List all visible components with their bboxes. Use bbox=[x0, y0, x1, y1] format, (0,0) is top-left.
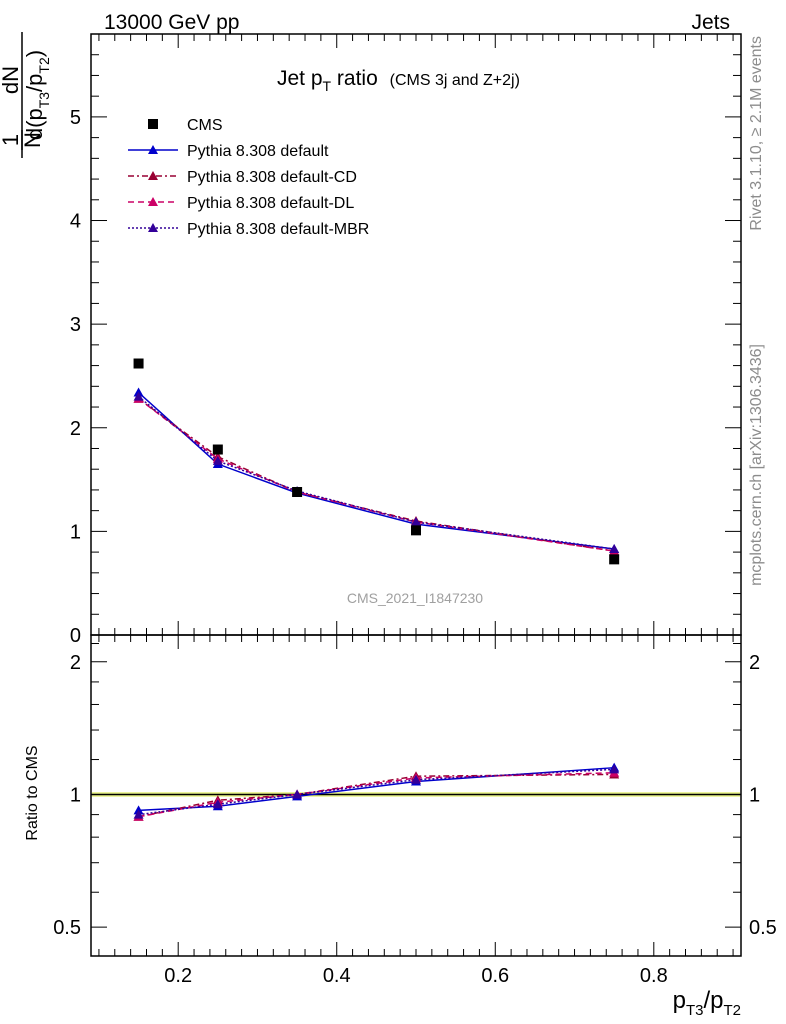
analysis-watermark: CMS_2021_I1847230 bbox=[347, 590, 483, 606]
x-tick-label: 0.2 bbox=[164, 965, 192, 987]
ratio-series-point bbox=[133, 809, 144, 819]
data-point bbox=[292, 487, 303, 498]
y-tick-label: 2 bbox=[70, 418, 81, 440]
ratio-tick-label: 0.5 bbox=[53, 917, 81, 939]
ratio-series-point bbox=[212, 799, 223, 809]
ratio-plot: 0.2 0.4 0.6 0.8 0.5 0.5 1 1 2 2 bbox=[53, 634, 777, 987]
y-axis-label-den-expr: d(pT3/pT2) bbox=[22, 50, 52, 140]
y-axis-label-sub1: T3 bbox=[36, 92, 52, 109]
header-left: 13000 GeV pp bbox=[104, 11, 239, 34]
ratio-tick-label-right: 0.5 bbox=[749, 917, 777, 939]
x-axis-label-sub1: T3 bbox=[686, 1002, 704, 1019]
legend-marker bbox=[148, 223, 158, 232]
y-tick-label: 5 bbox=[70, 107, 81, 129]
ratio-tick-label: 2 bbox=[70, 652, 81, 674]
series-point bbox=[212, 455, 223, 465]
series-point bbox=[133, 391, 144, 401]
y-tick-label: 0 bbox=[70, 625, 81, 647]
ratio-tick-label: 1 bbox=[70, 784, 81, 806]
chart-title-note: (CMS 3j and Z+2j) bbox=[390, 72, 520, 89]
series-line bbox=[138, 391, 615, 550]
y-axis-label-close: ) bbox=[22, 50, 47, 57]
legend-label: Pythia 8.308 default-DL bbox=[187, 195, 354, 212]
legend-marker bbox=[148, 171, 158, 180]
series-line bbox=[138, 398, 615, 552]
series-point bbox=[411, 517, 421, 527]
y-axis-label-sub2: T2 bbox=[36, 57, 52, 74]
ratio-series-point bbox=[292, 789, 303, 799]
ratio-tick-label-right: 2 bbox=[749, 652, 760, 674]
y-axis-label: 1 N dN d(pT3/pT2) bbox=[0, 32, 52, 158]
header-right: Jets bbox=[691, 11, 730, 34]
x-tick-label: 0.6 bbox=[481, 965, 509, 987]
main-plot: 0 1 2 3 4 5 bbox=[70, 33, 742, 647]
x-axis-label-p: p bbox=[673, 987, 686, 1014]
series-line bbox=[138, 398, 615, 552]
y-tick-label: 4 bbox=[70, 211, 81, 233]
ratio-axis-label: Ratio to CMS bbox=[24, 745, 41, 840]
legend-marker bbox=[148, 197, 158, 206]
x-tick-label: 0.8 bbox=[640, 965, 668, 987]
chart-title: Jet pT ratio (CMS 3j and Z+2j) bbox=[277, 67, 520, 94]
series-point bbox=[609, 543, 620, 553]
legend: CMS Pythia 8.308 default Pythia 8.308 defa… bbox=[128, 117, 369, 238]
mcplots-label: mcplots.cern.ch [arXiv:1306.3436] bbox=[748, 344, 765, 586]
ratio-series-point bbox=[411, 774, 421, 784]
data-point bbox=[609, 554, 620, 565]
x-axis-label: pT3/pT2 bbox=[673, 987, 741, 1019]
y-tick-label: 1 bbox=[70, 521, 81, 543]
y-tick-label: 3 bbox=[70, 314, 81, 336]
chart-title-main: Jet p bbox=[277, 67, 323, 90]
y-axis-label-d: d(p bbox=[22, 108, 47, 140]
rivet-label: Rivet 3.1.10, ≥ 2.1M events bbox=[748, 36, 765, 231]
legend-label: Pythia 8.308 default-MBR bbox=[187, 221, 369, 238]
data-point bbox=[133, 358, 144, 369]
legend-marker bbox=[148, 145, 158, 154]
ratio-series-point bbox=[609, 764, 620, 774]
y-axis-label-num: 1 bbox=[0, 134, 23, 146]
ratio-series-line bbox=[138, 768, 615, 816]
ratio-tick-label-right: 1 bbox=[749, 784, 760, 806]
y-axis-label-slash: /p bbox=[22, 74, 47, 92]
y-axis-label-den: N bbox=[20, 132, 45, 148]
x-tick-label: 0.4 bbox=[323, 965, 351, 987]
series-line bbox=[138, 396, 615, 550]
x-axis-label-sub2: T2 bbox=[723, 1002, 741, 1019]
legend-label: CMS bbox=[187, 117, 223, 134]
data-point bbox=[212, 444, 223, 455]
chart-title-rest: ratio bbox=[331, 67, 378, 90]
legend-marker bbox=[148, 119, 158, 129]
x-axis-label-slash: /p bbox=[703, 987, 723, 1014]
y-axis-label-dn: dN bbox=[0, 66, 23, 94]
legend-label: Pythia 8.308 default bbox=[187, 143, 329, 160]
data-point bbox=[411, 525, 421, 536]
chart-title-sub: T bbox=[323, 78, 332, 94]
legend-label: Pythia 8.308 default-CD bbox=[187, 169, 357, 186]
